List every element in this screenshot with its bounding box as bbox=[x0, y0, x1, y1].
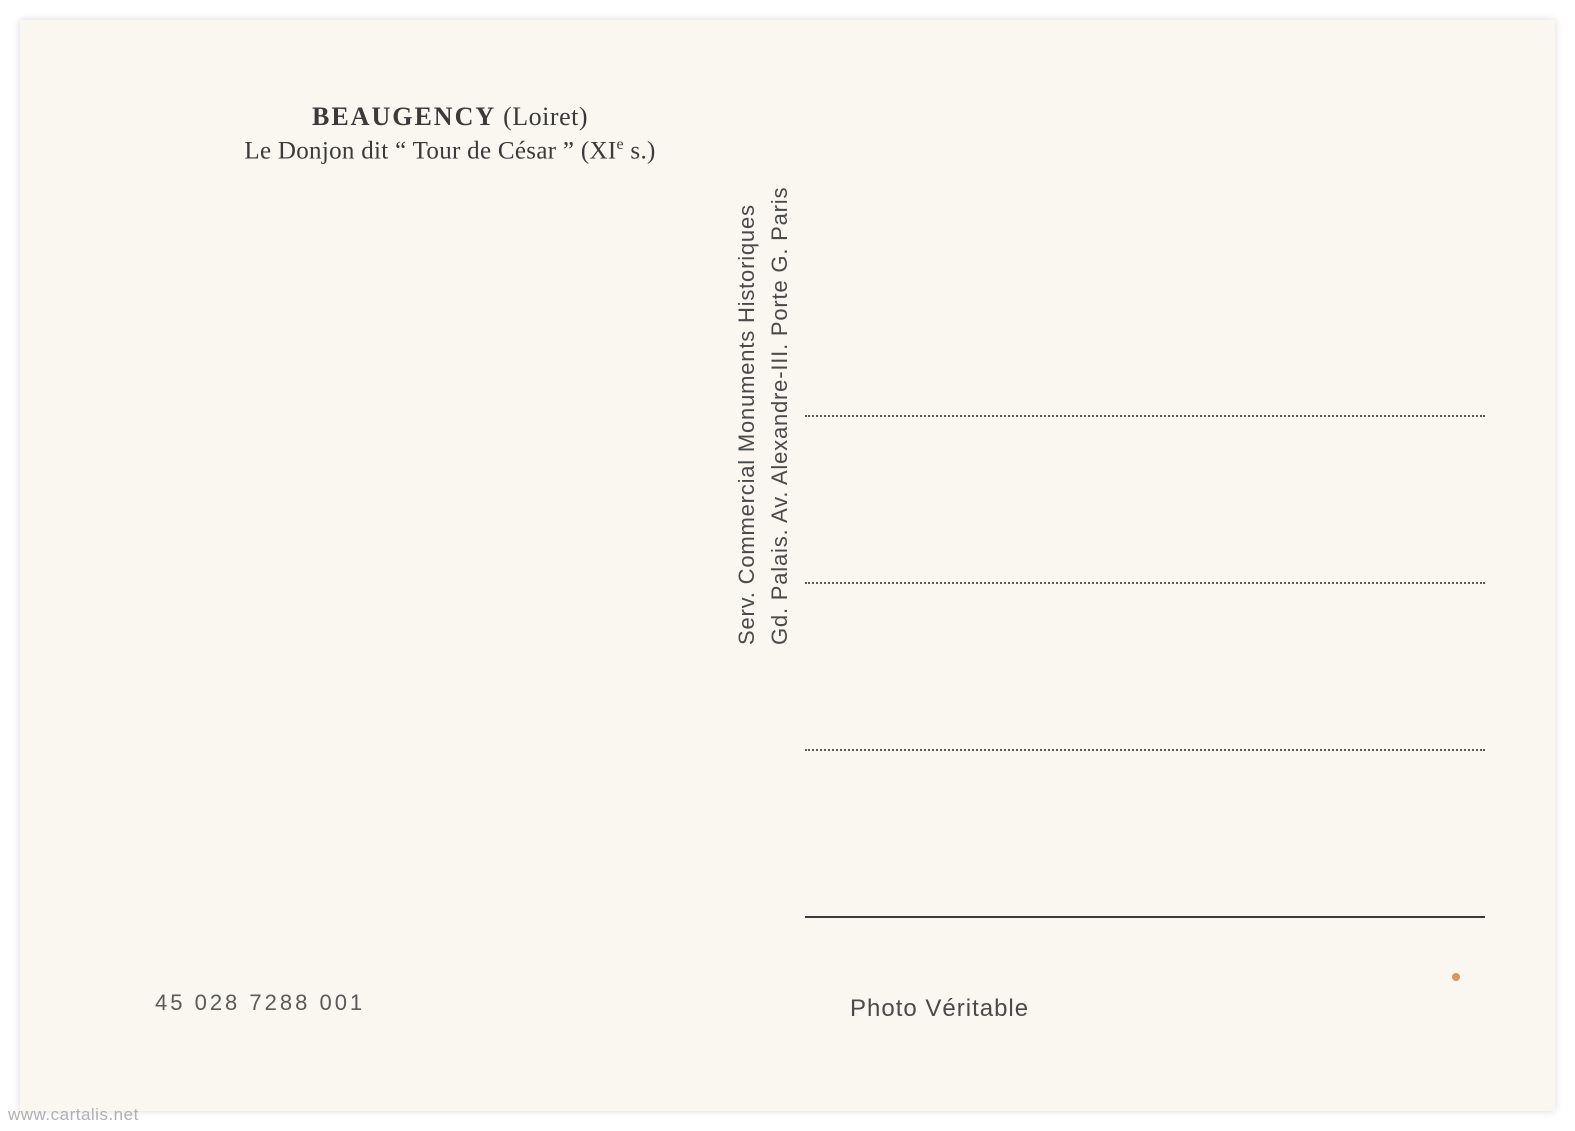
title-city: BEAUGENCY bbox=[312, 102, 496, 131]
photo-veritable-label: Photo Véritable bbox=[850, 995, 1029, 1023]
subtitle-superscript: e bbox=[616, 136, 623, 153]
title-region: (Loiret) bbox=[496, 102, 588, 131]
title-city-line: BEAUGENCY (Loiret) bbox=[190, 102, 710, 132]
address-line-3 bbox=[805, 749, 1485, 751]
publisher-line1: Serv. Commercial Monuments Historiques bbox=[730, 187, 763, 645]
address-line-2 bbox=[805, 582, 1485, 584]
subtitle-prefix: Le Donjon dit “ Tour de César ” (XI bbox=[244, 137, 616, 164]
publisher-line2: Gd. Palais. Av. Alexandre-III. Porte G. … bbox=[763, 187, 796, 645]
decorative-dot bbox=[1452, 973, 1460, 981]
watermark: www.cartalis.net bbox=[8, 1105, 139, 1125]
postcard-back: BEAUGENCY (Loiret) Le Donjon dit “ Tour … bbox=[20, 20, 1555, 1111]
publisher-credit: Serv. Commercial Monuments Historiques G… bbox=[730, 187, 796, 645]
address-line-1 bbox=[805, 415, 1485, 417]
title-block: BEAUGENCY (Loiret) Le Donjon dit “ Tour … bbox=[190, 102, 710, 165]
title-subtitle: Le Donjon dit “ Tour de César ” (XIe s.) bbox=[190, 136, 710, 165]
address-lines bbox=[805, 415, 1485, 918]
subtitle-suffix: s.) bbox=[624, 137, 656, 164]
reference-number: 45 028 7288 001 bbox=[155, 990, 365, 1016]
address-line-4 bbox=[805, 916, 1485, 918]
